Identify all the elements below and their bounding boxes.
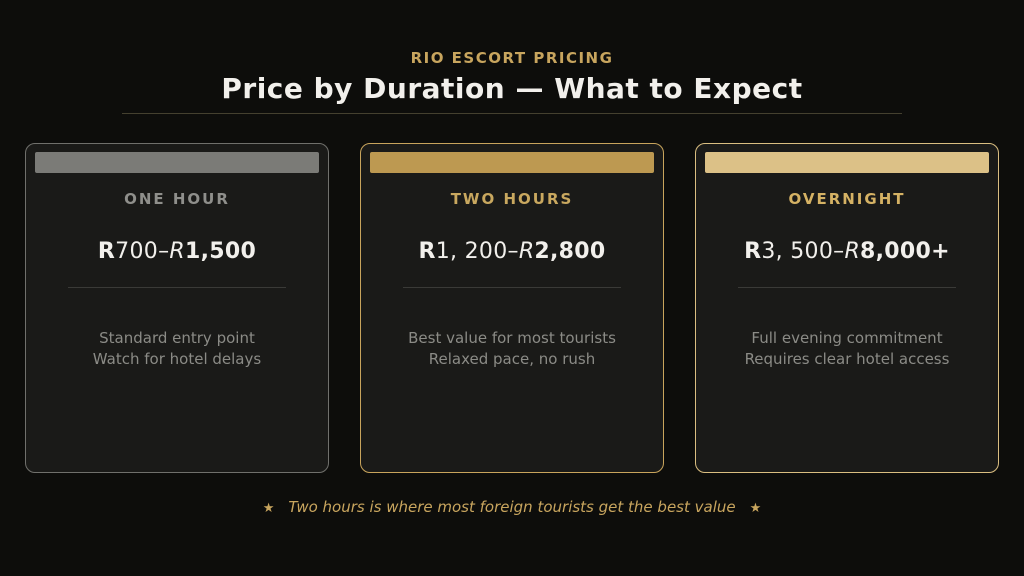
star-icon: ★ <box>749 501 762 516</box>
header: RIO ESCORT PRICING Price by Duration — W… <box>0 0 1024 114</box>
price-high: 8,000+ <box>860 239 950 264</box>
price-currency-italic: R <box>518 239 535 264</box>
card-divider <box>738 287 956 288</box>
note-line: Relaxed pace, no rush <box>428 350 596 368</box>
price-currency: R <box>97 239 116 264</box>
card-label: TWO HOURS <box>450 190 574 208</box>
star-icon: ★ <box>262 501 275 516</box>
price-range: R700–R1,500 <box>26 239 328 265</box>
pricing-card-overnight: OVERNIGHT R3, 500–R8,000+ Full evening c… <box>695 143 999 473</box>
price-range: R3, 500–R8,000+ <box>696 239 998 265</box>
price-high: 1,500 <box>184 239 257 264</box>
card-notes: Best value for most tourists Relaxed pac… <box>361 328 663 370</box>
card-accent-bar <box>35 152 319 173</box>
price-range: R1, 200–R2,800 <box>361 239 663 265</box>
note-line: Watch for hotel delays <box>92 350 262 368</box>
price-currency-italic: R <box>844 239 861 264</box>
page-title: Price by Duration — What to Expect <box>221 72 803 105</box>
price-currency: R <box>418 239 436 264</box>
card-divider <box>403 287 621 288</box>
note-line: Best value for most tourists <box>408 329 616 347</box>
card-notes: Standard entry point Watch for hotel del… <box>26 328 328 370</box>
card-label: ONE HOUR <box>124 190 230 208</box>
eyebrow-label: RIO ESCORT PRICING <box>410 49 614 67</box>
card-divider <box>68 287 286 288</box>
pricing-card-two-hours: TWO HOURS R1, 200–R2,800 Best value for … <box>360 143 664 473</box>
card-accent-bar <box>370 152 654 173</box>
footnote-text: Two hours is where most foreign tourists… <box>288 498 736 516</box>
card-notes: Full evening commitment Requires clear h… <box>696 328 998 370</box>
note-line: Standard entry point <box>99 329 255 347</box>
note-line: Requires clear hotel access <box>744 350 950 368</box>
note-line: Full evening commitment <box>751 329 943 347</box>
card-accent-bar <box>705 152 989 173</box>
price-high: 2,800 <box>534 239 606 264</box>
price-low: 1, 200– <box>435 239 519 264</box>
pricing-cards-row: ONE HOUR R700–R1,500 Standard entry poin… <box>0 143 1024 473</box>
price-currency-italic: R <box>169 239 185 264</box>
footnote: ★ Two hours is where most foreign tourist… <box>0 499 1024 517</box>
card-label: OVERNIGHT <box>788 190 906 208</box>
price-currency: R <box>744 239 762 264</box>
pricing-card-one-hour: ONE HOUR R700–R1,500 Standard entry poin… <box>25 143 329 473</box>
price-low: 700– <box>115 239 170 264</box>
price-low: 3, 500– <box>761 239 845 264</box>
header-divider <box>122 113 902 114</box>
